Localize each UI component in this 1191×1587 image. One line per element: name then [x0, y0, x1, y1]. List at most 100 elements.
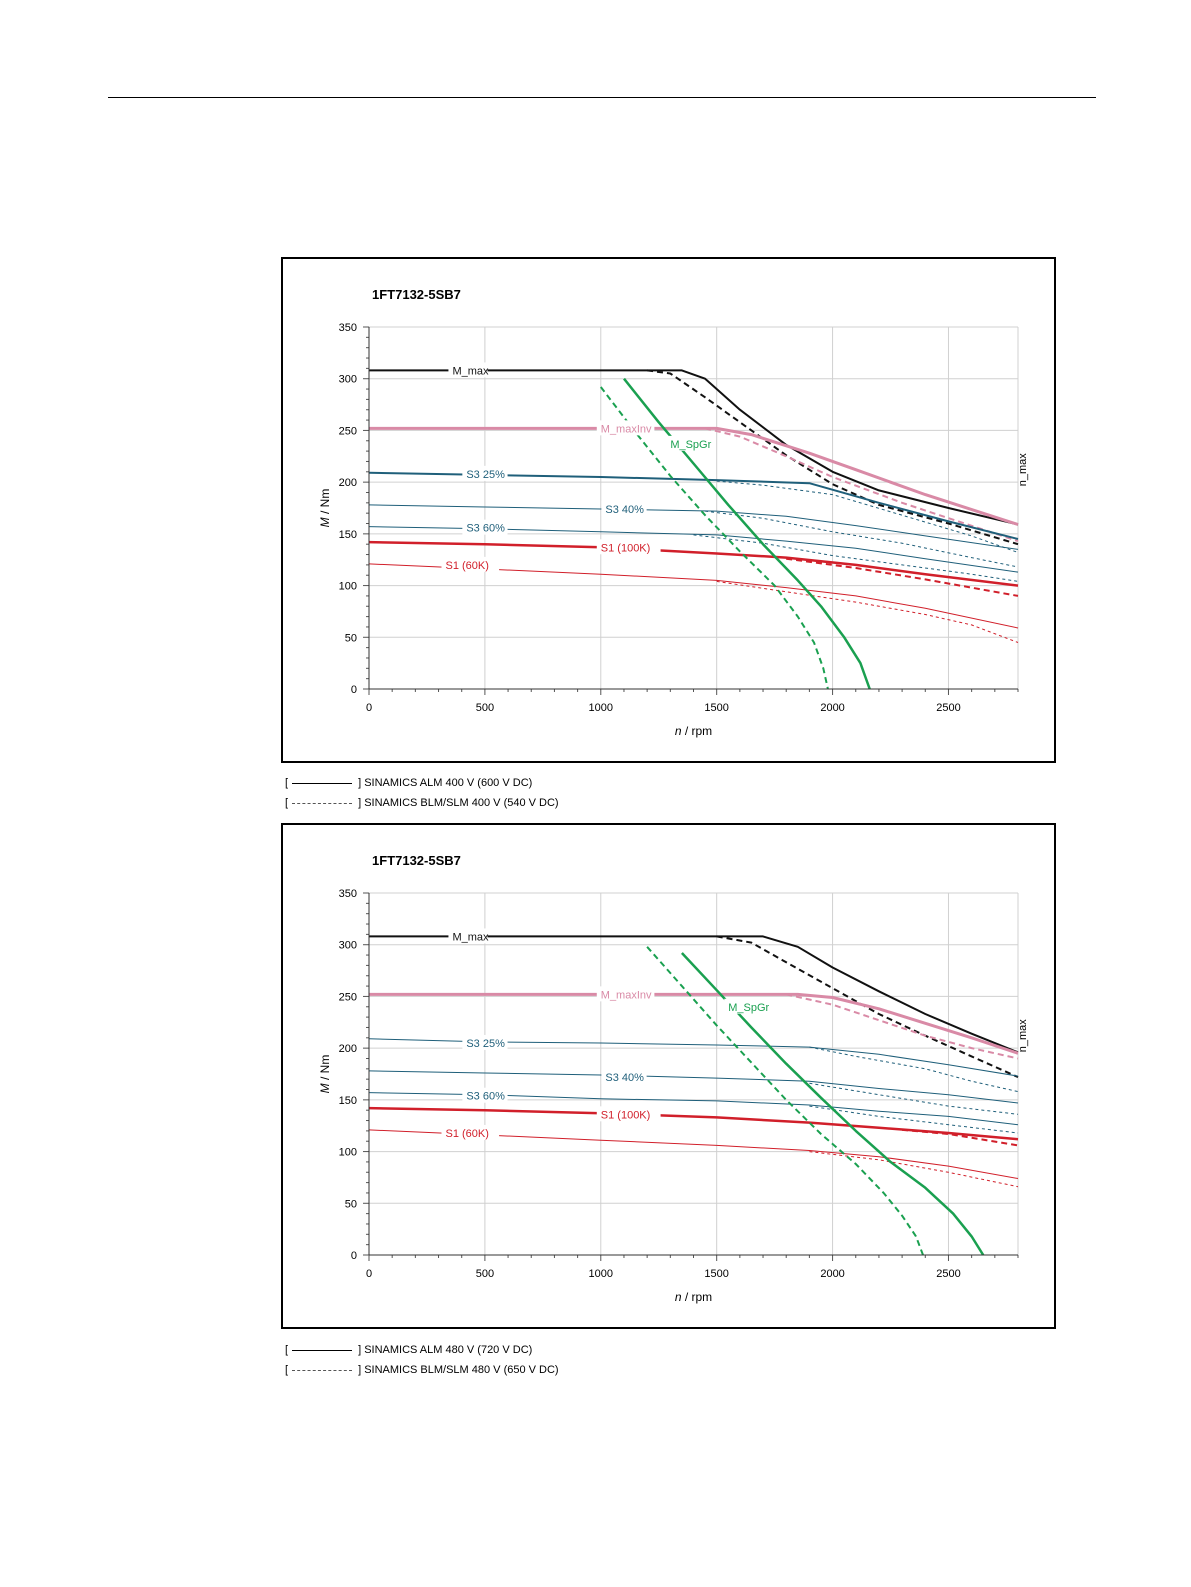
legend-bracket-open: [	[285, 1364, 289, 1376]
legend-row-solid: [ ] SINAMICS ALM 400 V (600 V DC)	[285, 773, 559, 793]
series-line-12	[368, 563, 1019, 629]
curve-label-background	[448, 362, 488, 378]
legend-solid-line-sample	[292, 1349, 353, 1351]
curve-label-background	[462, 465, 508, 481]
series-line-5	[716, 480, 1019, 553]
y-axis-label-variable: M	[318, 517, 332, 527]
series-line-7	[705, 510, 1019, 568]
curve-label: M_maxInv	[601, 989, 652, 1001]
curve-label-background	[462, 519, 508, 535]
curve-label: S3 40%	[605, 1072, 644, 1084]
series-line-1	[716, 935, 1019, 1079]
y-tick-label: 100	[339, 1147, 357, 1159]
n-max-label: n_max	[1017, 1019, 1029, 1053]
x-tick-label: 500	[476, 1268, 494, 1280]
y-tick-label: 100	[339, 581, 357, 593]
y-tick-label: 50	[345, 632, 357, 644]
x-tick-label: 1500	[704, 1268, 728, 1280]
chart-frame-2: 1FT7132-5SB7 0 50 100 150 200 250 300 350 0 500 100…	[281, 823, 1056, 1329]
x-axis-label-unit: / rpm	[682, 1290, 713, 1304]
y-tick-label: 300	[339, 374, 357, 386]
x-tick-label: 1000	[589, 1268, 613, 1280]
curve-label: M_max	[452, 365, 489, 377]
curve-label-background	[462, 1034, 508, 1050]
x-tick-label: 0	[366, 702, 372, 714]
x-tick-label: 2000	[820, 702, 844, 714]
legend-bracket-close: ]	[358, 1344, 362, 1356]
series-line-13	[809, 1151, 1019, 1188]
y-tick-label: 150	[339, 1095, 357, 1107]
series-line-15	[646, 946, 924, 1256]
chart-title: 1FT7132-5SB7	[372, 287, 461, 302]
series-line-6	[368, 1070, 1019, 1104]
curve-label-background	[601, 1069, 647, 1085]
curve-label: S1 (60K)	[445, 560, 488, 572]
y-tick-label: 350	[339, 888, 357, 900]
y-tick-label: 300	[339, 940, 357, 952]
curve-label-background	[448, 928, 488, 944]
y-axis-label: M / Nm	[318, 489, 332, 528]
legend-bracket-close: ]	[358, 777, 362, 789]
y-tick-label: 250	[339, 425, 357, 437]
curve-label-background	[441, 1124, 500, 1140]
legend-text: SINAMICS ALM 480 V (720 V DC)	[364, 1344, 533, 1356]
curve-label: S1 (100K)	[601, 1109, 651, 1121]
y-tick-label: 0	[351, 1250, 357, 1262]
curve-label-background	[596, 420, 655, 436]
series-line-3	[704, 427, 1019, 543]
x-tick-label: 2500	[936, 1268, 960, 1280]
legend-row-dashed: [ ] SINAMICS BLM/SLM 400 V (540 V DC)	[285, 793, 559, 813]
n-max-label: n_max	[1017, 453, 1029, 487]
legend-row-dashed: [ ] SINAMICS BLM/SLM 480 V (650 V DC)	[285, 1360, 559, 1380]
curve-label: S3 25%	[466, 469, 505, 481]
y-tick-label: 50	[345, 1198, 357, 1210]
curve-label: M_max	[452, 931, 489, 943]
legend-text: SINAMICS ALM 400 V (600 V DC)	[364, 777, 533, 789]
series-line-15	[600, 386, 829, 690]
curve-label: S3 40%	[605, 504, 644, 516]
x-tick-label: 1500	[704, 702, 728, 714]
series-line-6	[368, 504, 1019, 550]
y-axis-label-unit: / Nm	[318, 489, 332, 518]
x-axis-label-unit: / rpm	[682, 724, 713, 738]
legend-bracket-close: ]	[358, 1364, 362, 1376]
legend-solid-line-sample	[292, 782, 353, 784]
legend-bracket-open: [	[285, 1344, 289, 1356]
y-tick-label: 200	[339, 477, 357, 489]
series-line-3	[785, 993, 1019, 1060]
x-tick-label: 2000	[820, 1268, 844, 1280]
series-line-11	[902, 1128, 1019, 1147]
chart-svg-2: 1FT7132-5SB7 0 50 100 150 200 250 300 350 0 500 100…	[318, 853, 1029, 1304]
legend-text: SINAMICS BLM/SLM 400 V (540 V DC)	[364, 797, 559, 809]
curve-label: S1 (100K)	[601, 542, 651, 554]
x-tick-label: 0	[366, 1268, 372, 1280]
series-line-9	[693, 534, 1019, 582]
curve-label-background	[441, 556, 500, 572]
legend-dashed-line-sample	[292, 802, 353, 804]
x-axis-label: n / rpm	[675, 724, 712, 738]
curve-label: S3 60%	[466, 523, 505, 535]
x-axis-label: n / rpm	[675, 1290, 712, 1304]
y-axis-label-variable: M	[318, 1083, 332, 1093]
x-tick-label: 1000	[589, 702, 613, 714]
series-line-2	[369, 992, 1019, 1055]
y-tick-label: 350	[339, 322, 357, 334]
legend-text: SINAMICS BLM/SLM 480 V (650 V DC)	[364, 1364, 559, 1376]
curve-label-background	[596, 539, 661, 555]
curve-label: M_SpGr	[670, 439, 711, 451]
curve-label: M_maxInv	[601, 423, 652, 435]
legend-bracket-open: [	[285, 797, 289, 809]
legend-1: [ ] SINAMICS ALM 400 V (600 V DC) [ ] SI…	[285, 773, 559, 813]
y-tick-label: 0	[351, 684, 357, 696]
series-line-11	[786, 557, 1019, 597]
series-line-14	[680, 952, 985, 1256]
y-tick-label: 150	[339, 529, 357, 541]
series-line-7	[809, 1082, 1019, 1115]
y-axis-label: M / Nm	[318, 1055, 332, 1094]
legend-row-solid: [ ] SINAMICS ALM 480 V (720 V DC)	[285, 1340, 559, 1360]
legend-bracket-open: [	[285, 777, 289, 789]
x-axis-label-variable: n	[675, 724, 682, 738]
series-line-2	[369, 426, 1019, 526]
y-axis-label-unit: / Nm	[318, 1055, 332, 1084]
curve-label: M_SpGr	[728, 1002, 769, 1014]
